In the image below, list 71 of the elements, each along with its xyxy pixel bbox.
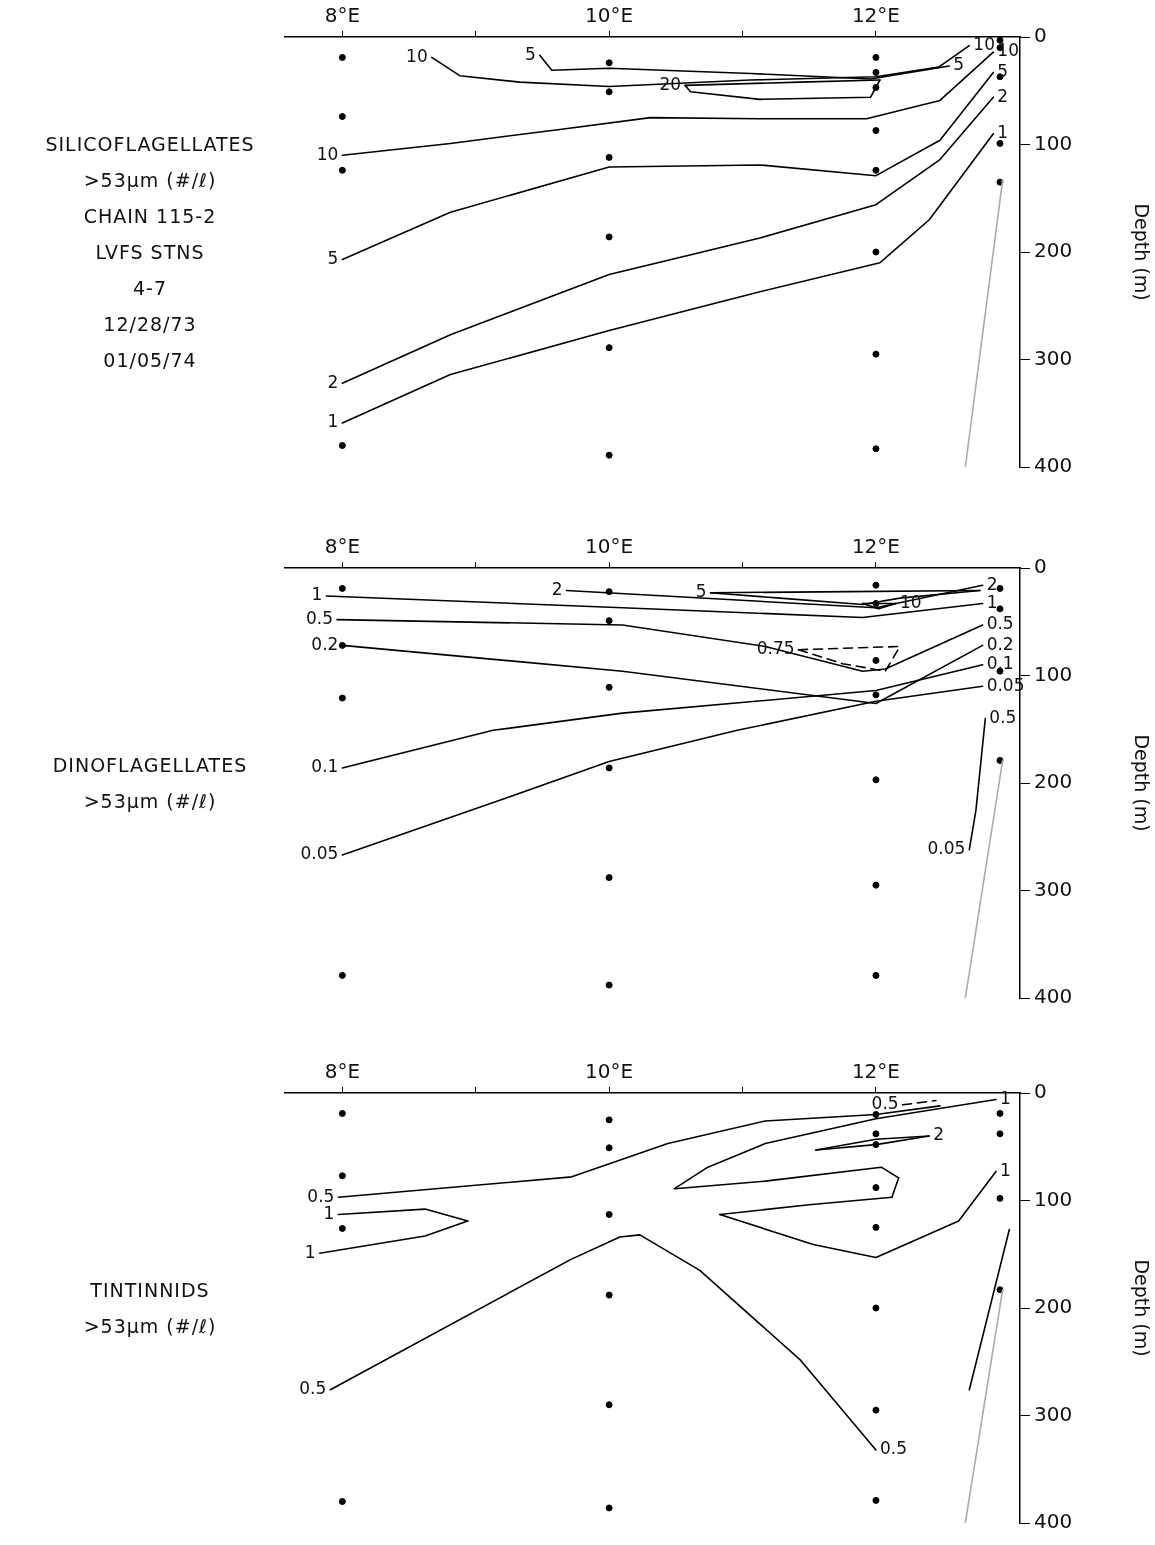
annotation: 0.05 [927,838,966,859]
x-tick-label: 12°E [851,1059,900,1084]
x-tick-label: 12°E [851,534,900,559]
text: >53μm (#/ℓ) [83,1314,217,1339]
annotation: 0.5 [989,706,1017,727]
annotation: 0.5 [305,608,334,629]
annotation: 5 [327,247,339,268]
x-tick-label: 8°E [324,534,361,559]
annotation: 10 [316,143,339,164]
y-axis-title: Depth (m) [1130,734,1153,832]
y-tick-label: 300 [1034,876,1073,901]
y-tick-label: 200 [1034,1294,1073,1319]
text: 4-7 [132,276,168,301]
text: CHAIN 115-2 [83,204,217,229]
y-tick-label: 100 [1034,1186,1073,1211]
x-tick-label: 10°E [585,1059,634,1084]
y-tick-label: 0 [1034,554,1047,579]
annotation: 5 [695,581,707,602]
text: 12/28/73 [103,312,197,337]
text: 01/05/74 [103,348,197,373]
annotation: 10 [406,45,428,66]
y-tick-label: 400 [1034,453,1073,478]
text: SILICOFLAGELLATES [45,132,255,157]
y-tick-label: 0 [1034,1079,1047,1104]
x-tick-label: 12°E [851,3,900,28]
annotation: 1 [327,411,339,432]
annotation: 0.05 [300,843,339,864]
x-tick-label: 10°E [585,534,634,559]
annotation: 5 [953,54,965,75]
annotation: 1 [999,1159,1011,1180]
text: >53μm (#/ℓ) [83,789,217,814]
text: DINOFLAGELLATES [52,753,248,778]
y-tick-label: 200 [1034,769,1073,794]
annotation: 1 [986,591,998,612]
y-tick-label: 400 [1034,984,1073,1009]
y-tick-label: 0 [1034,23,1047,48]
annotation: 0.5 [986,613,1014,634]
x-tick-label: 8°E [324,1059,361,1084]
annotation: 1 [999,1087,1011,1108]
annotation: 2 [551,579,563,599]
y-axis-title: Depth (m) [1130,1259,1153,1357]
y-tick-label: 300 [1034,1401,1073,1426]
y-tick-label: 300 [1034,345,1073,370]
annotation: 2 [327,371,339,392]
annotation: 0.2 [311,633,339,654]
annotation: 0.1 [311,756,339,777]
annotation: 2 [997,85,1009,106]
annotation: 2 [933,1124,945,1145]
y-tick-label: 100 [1034,130,1073,155]
annotation: 1 [997,122,1009,143]
annotation: 1 [304,1241,316,1262]
annotation: 0.5 [879,1438,907,1459]
text: TINTINNIDS [90,1278,210,1303]
y-tick-label: 100 [1034,661,1073,686]
text: >53μm (#/ℓ) [83,168,217,193]
y-tick-label: 200 [1034,238,1073,263]
y-tick-label: 400 [1034,1509,1073,1534]
annotation: 10 [997,40,1019,61]
annotation: 2 [986,573,998,594]
annotation: 0.1 [986,653,1014,674]
annotation: 0.5 [299,1378,327,1399]
annotation: 0.5 [871,1093,899,1114]
x-tick-label: 10°E [585,3,634,28]
annotation: 10 [973,34,995,55]
text: LVFS STNS [95,240,205,265]
annotation: 5 [997,60,1009,81]
annotation: 0.2 [986,633,1014,654]
annotation: 5 [524,43,536,64]
x-tick-label: 8°E [324,3,361,28]
y-axis-title: Depth (m) [1130,203,1153,301]
annotation: 1 [311,584,323,605]
